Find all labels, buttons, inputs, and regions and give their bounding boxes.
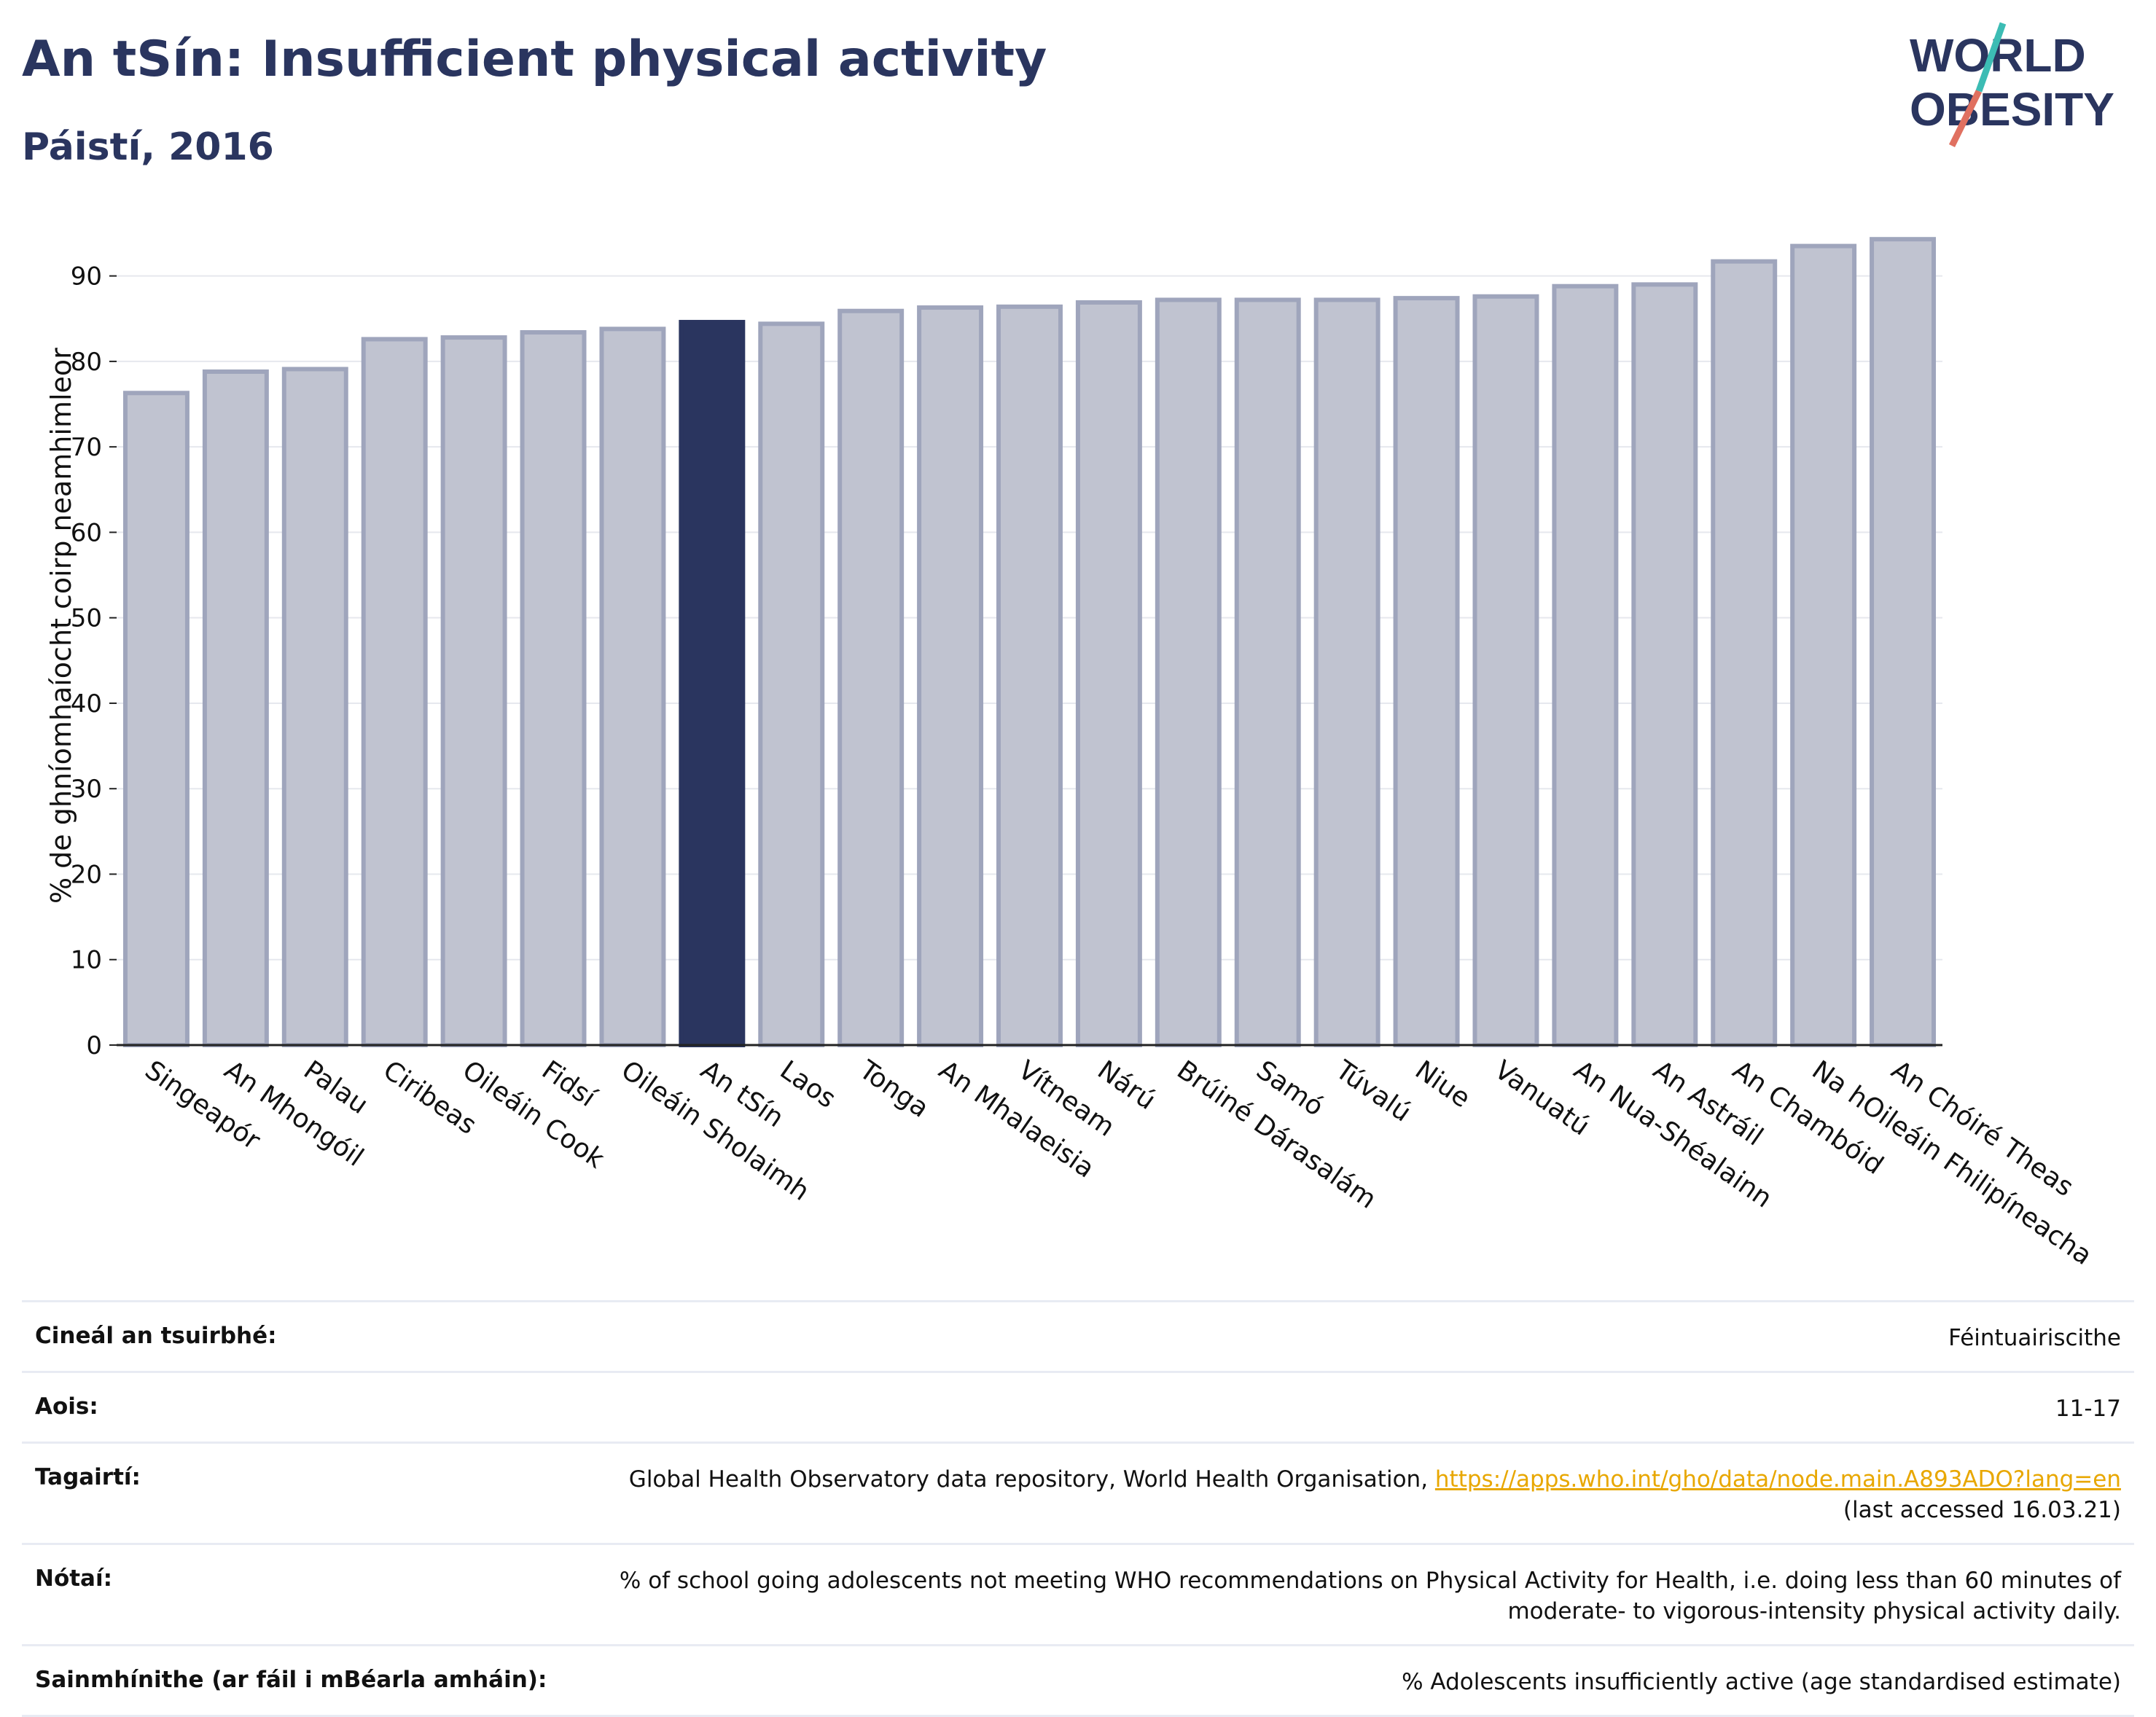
bar-15 bbox=[1313, 297, 1380, 1047]
meta-label: Nótaí: bbox=[35, 1565, 113, 1592]
world-obesity-logo: WORLD OBESITY bbox=[1910, 22, 2114, 147]
y-tick-label: 50 bbox=[71, 604, 102, 633]
logo-line2: OBESITY bbox=[1910, 83, 2114, 136]
meta-value: % of school going adolescents not meetin… bbox=[620, 1565, 2121, 1627]
y-tick-label: 40 bbox=[71, 689, 102, 719]
bar-1 bbox=[202, 369, 269, 1047]
logo-slash-red bbox=[1948, 90, 1983, 147]
meta-label: Tagairtí: bbox=[35, 1464, 141, 1490]
bar-6 bbox=[599, 326, 666, 1048]
bar-19 bbox=[1631, 282, 1698, 1047]
bar-9 bbox=[837, 308, 905, 1047]
notes-line1: % of school going adolescents not meetin… bbox=[619, 1568, 2121, 1594]
meta-row-references: Tagairtí: Global Health Observatory data… bbox=[22, 1442, 2134, 1543]
bar-5 bbox=[520, 330, 587, 1047]
meta-row-survey-type: Cineál an tsuirbhé: Féintuairiscithe bbox=[22, 1300, 2134, 1371]
bar-7 bbox=[679, 319, 746, 1047]
bar-0 bbox=[122, 391, 190, 1047]
x-tick-label: Niue bbox=[1410, 1055, 1476, 1114]
bar-16 bbox=[1393, 296, 1460, 1047]
y-tick-label: 20 bbox=[71, 860, 102, 889]
bar-10 bbox=[917, 305, 984, 1048]
meta-value: Féintuairiscithe bbox=[1948, 1325, 2121, 1351]
y-tick-label: 0 bbox=[86, 1031, 102, 1060]
bar-20 bbox=[1711, 259, 1778, 1047]
page-subtitle: Páistí, 2016 bbox=[22, 125, 274, 169]
bar-18 bbox=[1552, 283, 1619, 1048]
meta-label: Sainmhínithe (ar fáil i mBéarla amháin): bbox=[35, 1667, 547, 1693]
bar-3 bbox=[361, 337, 428, 1047]
bar-13 bbox=[1155, 297, 1222, 1047]
meta-value: Global Health Observatory data repositor… bbox=[629, 1464, 2121, 1525]
y-tick-label: 30 bbox=[71, 775, 102, 804]
page-title: An tSín: Insufficient physical activity bbox=[22, 31, 1047, 88]
x-tick-label: Túvalú bbox=[1329, 1055, 1416, 1127]
bar-14 bbox=[1234, 297, 1301, 1047]
meta-row-definitions: Sainmhínithe (ar fáil i mBéarla amháin):… bbox=[22, 1644, 2134, 1717]
logo-slash-teal bbox=[1975, 22, 2007, 93]
meta-value: % Adolescents insufficiently active (age… bbox=[1402, 1669, 2121, 1695]
x-tick-label: Fidsí bbox=[536, 1055, 602, 1114]
y-tick-label: 90 bbox=[71, 262, 102, 292]
y-tick-label: 70 bbox=[71, 433, 102, 462]
meta-row-age: Aois: 11-17 bbox=[22, 1371, 2134, 1442]
notes-line2: moderate- to vigorous-intensity physical… bbox=[1507, 1598, 2121, 1624]
y-tick-label: 10 bbox=[71, 946, 102, 975]
reference-accessed: (last accessed 16.03.21) bbox=[1843, 1497, 2121, 1523]
bar-12 bbox=[1075, 300, 1142, 1047]
y-tick-label: 60 bbox=[71, 518, 102, 547]
reference-text: Global Health Observatory data repositor… bbox=[628, 1466, 1435, 1493]
meta-label: Cineál an tsuirbhé: bbox=[35, 1323, 277, 1349]
reference-link[interactable]: https://apps.who.int/gho/data/node.main.… bbox=[1434, 1466, 2121, 1493]
meta-label: Aois: bbox=[35, 1393, 98, 1420]
y-tick-label: 80 bbox=[71, 348, 102, 377]
meta-value: 11-17 bbox=[2055, 1396, 2121, 1422]
bar-11 bbox=[996, 304, 1063, 1047]
x-tick-label: Tonga bbox=[854, 1055, 934, 1124]
bar-2 bbox=[281, 367, 348, 1047]
bar-21 bbox=[1790, 243, 1857, 1047]
bar-17 bbox=[1472, 294, 1539, 1047]
metadata-table: Cineál an tsuirbhé: Féintuairiscithe Aoi… bbox=[22, 1300, 2134, 1717]
bar-22 bbox=[1870, 237, 1937, 1048]
bar-8 bbox=[758, 321, 825, 1047]
bar-4 bbox=[440, 335, 507, 1048]
meta-row-notes: Nótaí: % of school going adolescents not… bbox=[22, 1543, 2134, 1644]
